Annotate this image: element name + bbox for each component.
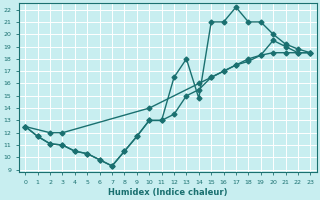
X-axis label: Humidex (Indice chaleur): Humidex (Indice chaleur)	[108, 188, 228, 197]
